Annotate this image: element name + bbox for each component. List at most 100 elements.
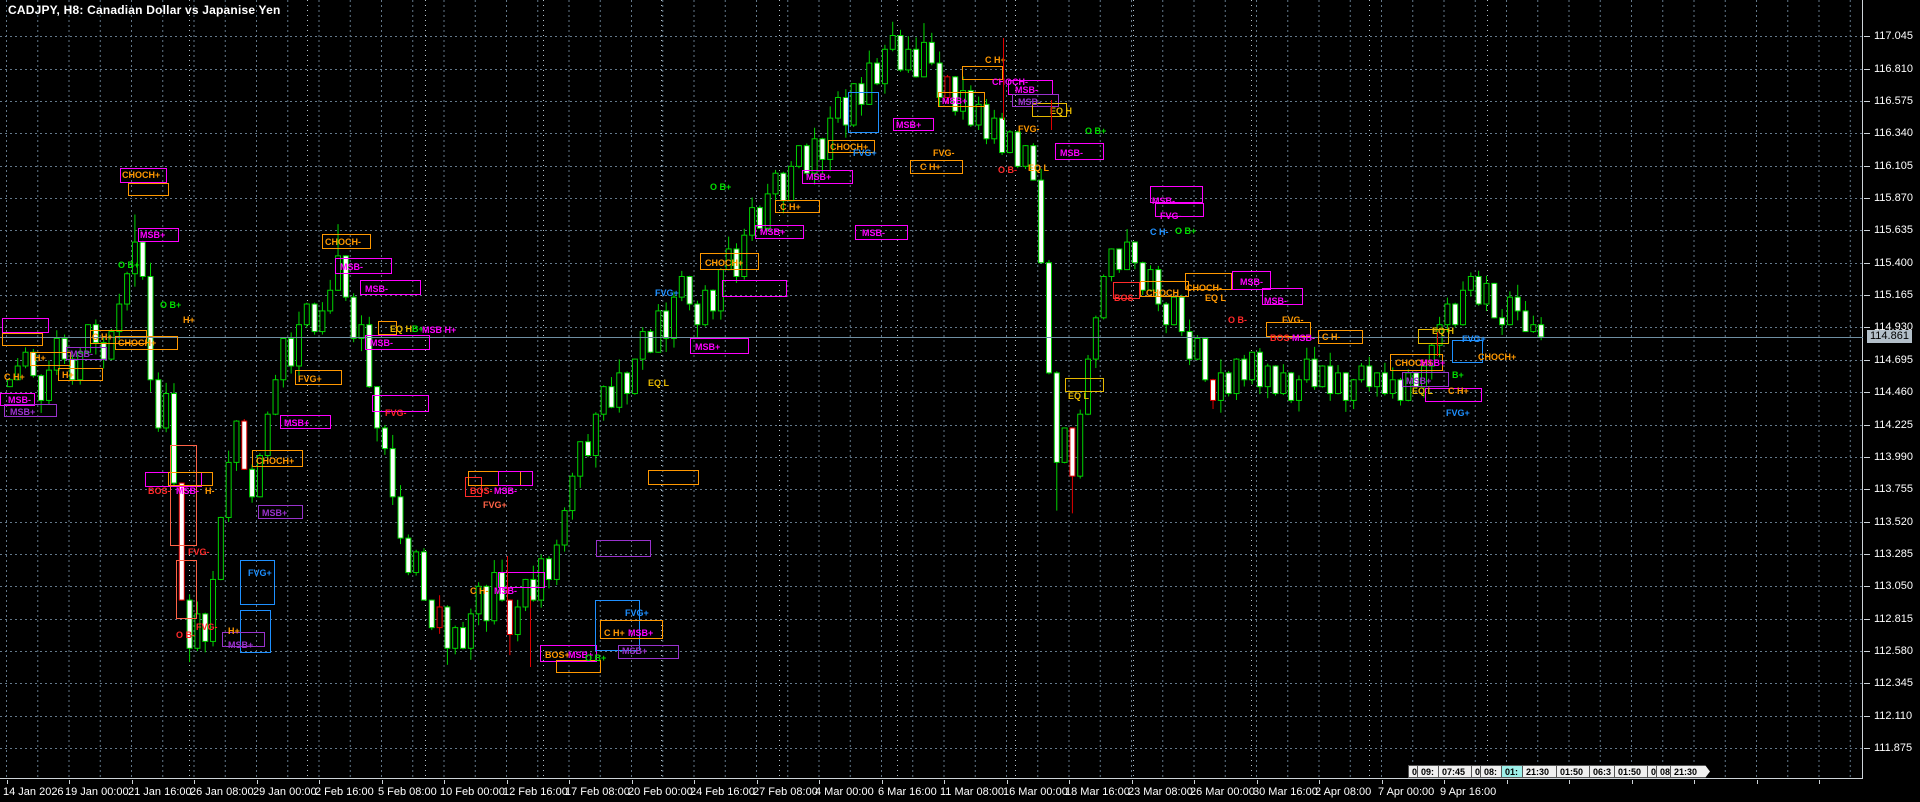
- time-tick-label: 23 Mar 08:00: [1128, 786, 1193, 798]
- candle: [186, 599, 193, 649]
- candle: [342, 255, 349, 298]
- candle: [358, 324, 365, 339]
- candle: [1538, 324, 1545, 338]
- annotation-label: C H-: [1150, 227, 1169, 237]
- candle: [1038, 179, 1045, 264]
- annotation-label: H+: [228, 626, 240, 636]
- candle: [460, 627, 467, 649]
- annotation-box: [258, 505, 303, 519]
- candle: [1327, 365, 1334, 395]
- candle: [514, 606, 521, 636]
- price-tick-label: 111.875: [1874, 742, 1913, 754]
- candle: [53, 337, 60, 371]
- candle: [733, 248, 740, 277]
- candle: [530, 578, 537, 601]
- annotation-label: C H-: [1322, 332, 1341, 342]
- candle: [194, 613, 201, 649]
- candle: [1311, 358, 1318, 388]
- candle: [491, 572, 498, 622]
- annotation-label: O B-: [998, 165, 1017, 175]
- annotation-box: [540, 645, 597, 662]
- time-axis[interactable]: 14 Jan 2026 19 Jan 00:00 21 Jan 16:00 26 Ja…: [0, 780, 1920, 802]
- plot-area[interactable]: C H+ MSB- MSB+ H+ H+ MSB- C H+ CHOCH+ O B+ O B+ H+…: [0, 0, 1863, 779]
- annotation-box: [648, 470, 699, 485]
- annotation-label: MSB-: [365, 284, 388, 294]
- annotation-label: C H+: [4, 372, 25, 382]
- candle: [1483, 282, 1490, 305]
- annotation-label: O B-: [1228, 315, 1247, 325]
- candle: [1092, 317, 1099, 360]
- annotation-label: C H+: [985, 55, 1006, 65]
- candle: [1178, 296, 1185, 333]
- price-tick: [1864, 36, 1870, 37]
- candle: [452, 627, 459, 649]
- candle: [163, 393, 170, 429]
- annotation-box: [128, 183, 169, 196]
- candle: [647, 331, 654, 353]
- candle: [928, 41, 935, 64]
- annotation-label: CHOCH: [1146, 288, 1179, 298]
- candle: [1475, 275, 1482, 305]
- annotation-box: [1390, 354, 1443, 371]
- time-tick-label: 21 Jan 16:00: [128, 786, 192, 798]
- candle: [710, 289, 717, 312]
- time-tick: [569, 780, 570, 784]
- candle: [553, 544, 560, 580]
- annotation-box: [1418, 329, 1449, 344]
- candle: [1335, 372, 1342, 395]
- time-tick: [319, 780, 320, 784]
- annotation-label: EQ L: [648, 378, 670, 388]
- candle: [264, 413, 271, 457]
- price-tick: [1864, 263, 1870, 264]
- price-tick-label: 115.400: [1874, 257, 1913, 269]
- time-tick-label: 9 Apr 16:00: [1440, 786, 1497, 798]
- annotation-box: [498, 572, 545, 588]
- candle: [842, 96, 849, 126]
- annotation-box: [1402, 372, 1449, 387]
- annotation-box: [170, 445, 197, 546]
- candle: [569, 475, 576, 512]
- candle: [428, 599, 435, 629]
- time-tick: [444, 780, 445, 784]
- annotation-label: MSB-: [494, 586, 517, 596]
- candle: [1460, 289, 1467, 326]
- annotation-box: [596, 540, 651, 557]
- candle: [905, 48, 912, 71]
- candle: [631, 358, 638, 395]
- candle: [592, 413, 599, 457]
- candle: [1069, 427, 1076, 477]
- candle: [561, 510, 568, 546]
- candle: [1514, 296, 1521, 312]
- annotation-label: FVG-: [1282, 315, 1304, 325]
- annotation-label: MSB-: [8, 395, 31, 405]
- annotation-label: MSB+: [695, 342, 720, 352]
- price-tick-label: 116.340: [1874, 127, 1913, 139]
- price-tick-label: 113.520: [1874, 516, 1913, 528]
- candle: [764, 193, 771, 229]
- candle: [139, 241, 146, 277]
- candle: [436, 606, 443, 629]
- annotation-label: O B+: [1175, 226, 1196, 236]
- price-tick: [1864, 392, 1870, 393]
- candle: [420, 551, 427, 601]
- annotation-label: CHOCH+: [1395, 358, 1433, 368]
- annotation-label: H-: [205, 486, 215, 496]
- current-price-label: 114.861: [1867, 330, 1912, 343]
- candle: [1381, 372, 1388, 395]
- annotation-label: FVG-: [188, 547, 210, 557]
- candle: [1506, 296, 1513, 326]
- time-tick-label: 20 Feb 00:00: [628, 786, 693, 798]
- candle: [475, 585, 482, 615]
- candle: [616, 372, 623, 408]
- annotation-label: CHOCH-: [1186, 283, 1222, 293]
- price-tick: [1864, 489, 1870, 490]
- candle: [210, 578, 217, 642]
- candle: [749, 207, 756, 236]
- price-axis[interactable]: 114.861 117.045 116.810 116.575 116.340 116.…: [1864, 0, 1920, 780]
- annotation-box: [58, 368, 103, 381]
- annotation-label: MSB+: [228, 640, 253, 650]
- candle: [483, 585, 490, 622]
- candle: [1452, 303, 1459, 326]
- candle: [1499, 317, 1506, 326]
- candle: [1350, 379, 1357, 401]
